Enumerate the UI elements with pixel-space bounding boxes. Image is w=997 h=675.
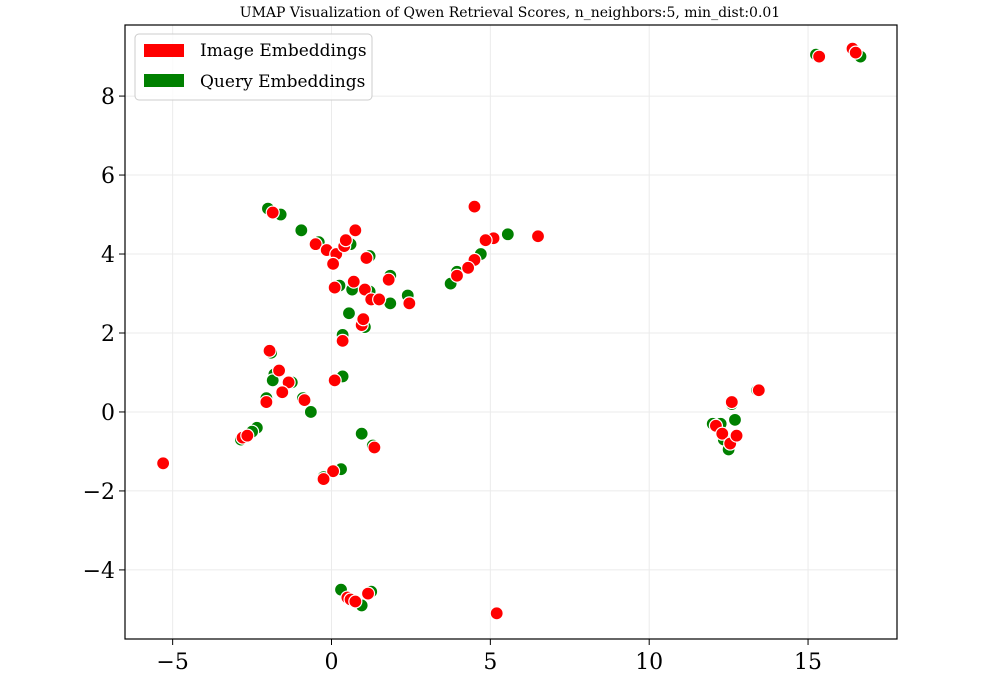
image-embedding-point <box>346 274 361 289</box>
y-axis-ticks: −4 −2 0 2 4 6 8 <box>83 85 125 584</box>
image-embedding-point <box>372 292 387 307</box>
image-embedding-point <box>402 296 417 311</box>
image-embedding-point <box>381 272 396 287</box>
query-embedding-point <box>727 412 743 427</box>
image-embedding-point <box>348 594 363 609</box>
image-embedding-point <box>715 426 730 441</box>
y-tick-label: 2 <box>101 322 115 347</box>
image-embedding-point <box>848 45 863 60</box>
query-embedding-point <box>341 306 357 321</box>
legend-swatch-query <box>144 74 184 87</box>
image-embedding-point <box>240 428 255 443</box>
chart-title: UMAP Visualization of Qwen Retrieval Sco… <box>240 5 780 21</box>
legend-swatch-image <box>144 44 184 57</box>
query-embedding-point <box>354 426 369 441</box>
image-embedding-point <box>461 260 476 275</box>
legend-label-image: Image Embeddings <box>200 41 367 61</box>
y-tick-label: 6 <box>101 164 115 189</box>
image-embedding-point <box>724 394 739 410</box>
data-points <box>156 41 868 621</box>
x-tick-label: −5 <box>156 650 188 675</box>
image-embedding-point <box>356 312 371 327</box>
x-tick-label: 0 <box>325 650 339 675</box>
image-embedding-point <box>449 268 465 283</box>
image-embedding-point <box>360 586 376 601</box>
plot-frame <box>124 24 898 640</box>
image-embedding-point <box>478 233 493 248</box>
image-embedding-point <box>338 233 353 248</box>
query-embedding-point <box>294 223 309 238</box>
image-embedding-point <box>812 49 827 64</box>
y-tick-label: −4 <box>83 559 115 584</box>
image-embedding-point <box>367 440 382 455</box>
y-tick-label: 4 <box>101 243 115 268</box>
y-tick-label: −2 <box>83 480 115 505</box>
image-embedding-point <box>156 456 171 471</box>
image-embedding-point <box>265 205 280 220</box>
x-tick-label: 10 <box>635 650 663 675</box>
image-embedding-point <box>359 250 374 266</box>
image-embedding-point <box>297 393 312 408</box>
query-embedding-point <box>303 404 318 420</box>
legend-box <box>134 33 373 101</box>
image-embedding-point <box>335 333 350 348</box>
image-embedding-point <box>271 363 287 378</box>
legend: Image Embeddings Query Embeddings <box>134 33 373 101</box>
image-embedding-point <box>327 373 342 388</box>
image-embedding-point <box>316 471 331 487</box>
image-embedding-point <box>751 383 766 398</box>
image-embedding-point <box>281 375 296 390</box>
y-tick-label: 8 <box>101 85 115 110</box>
x-axis-ticks: −5 0 5 10 15 <box>156 639 822 675</box>
query-embedding-point <box>265 373 280 388</box>
x-tick-label: 15 <box>794 650 822 675</box>
image-embedding-point <box>530 229 546 244</box>
x-tick-label: 5 <box>483 650 497 675</box>
image-embedding-point <box>275 385 290 400</box>
image-embedding-point <box>308 237 323 252</box>
image-embedding-point <box>489 606 504 621</box>
image-embedding-point <box>348 223 363 238</box>
image-embedding-point <box>262 343 277 358</box>
image-embedding-point <box>467 199 482 214</box>
image-embedding-point <box>259 394 274 410</box>
grid <box>125 25 897 639</box>
y-tick-label: 0 <box>101 401 115 426</box>
image-embedding-point <box>325 256 341 271</box>
image-embedding-point <box>325 464 341 479</box>
query-embedding-point <box>500 227 515 242</box>
image-embedding-point <box>327 280 342 295</box>
image-embedding-point <box>357 282 372 297</box>
image-embedding-point <box>729 428 744 443</box>
legend-label-query: Query Embeddings <box>200 72 365 92</box>
